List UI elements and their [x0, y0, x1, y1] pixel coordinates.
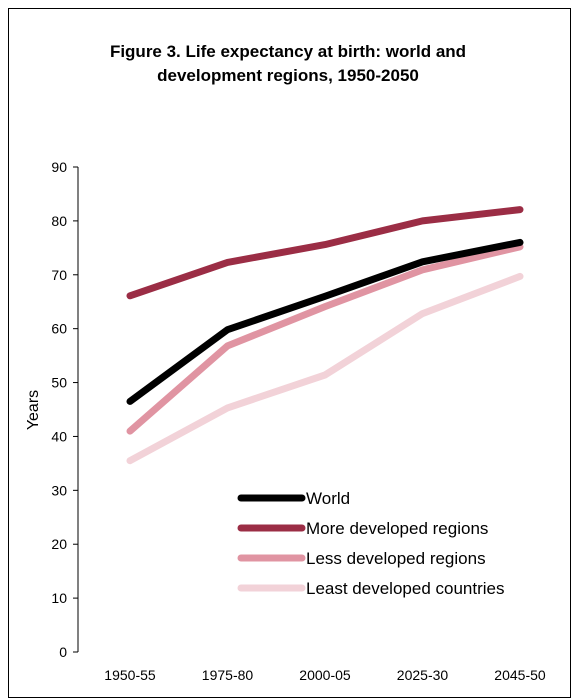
- chart-title-line-1: Figure 3. Life expectancy at birth: worl…: [109, 42, 467, 61]
- y-tick-label: 30: [51, 482, 67, 498]
- x-tick-label: 1950-55: [104, 667, 156, 683]
- legend-label: Less developed regions: [306, 549, 486, 568]
- legend: World More developed regions Less develope…: [237, 489, 504, 598]
- y-axis-label: Years: [25, 390, 42, 430]
- series-lines: [126, 206, 524, 465]
- x-axis-ticks: 1950-55 1975-80 2000-05 2025-30 2045-50: [104, 667, 546, 683]
- y-tick-label: 90: [51, 159, 67, 175]
- y-tick-label: 70: [51, 267, 67, 283]
- x-tick-label: 2000-05: [299, 667, 351, 683]
- x-tick-label: 2045-50: [494, 667, 546, 683]
- legend-label: More developed regions: [306, 519, 488, 538]
- series-line-less-developed-regions: [126, 243, 524, 435]
- legend-label: World: [306, 489, 350, 508]
- y-tick-label: 20: [51, 536, 67, 552]
- y-tick-label: 50: [51, 375, 67, 391]
- series-line-more-developed-regions: [126, 206, 524, 300]
- y-tick-label: 60: [51, 321, 67, 337]
- y-axis-ticks: 0 10 20 30 40 50 60 70 80 90: [51, 159, 78, 660]
- x-tick-label: 1975-80: [202, 667, 254, 683]
- figure-frame: [8, 8, 571, 698]
- y-tick-label: 40: [51, 428, 67, 444]
- chart-title-line-2: development regions, 1950-2050: [157, 66, 419, 85]
- legend-label: Least developed countries: [306, 579, 504, 598]
- x-tick-label: 2025-30: [397, 667, 449, 683]
- y-tick-label: 10: [51, 590, 67, 606]
- y-tick-label: 80: [51, 213, 67, 229]
- series-line-world: [126, 238, 524, 405]
- series-line-least-developed-countries: [126, 272, 524, 465]
- chart-title: Figure 3. Life expectancy at birth: worl…: [0, 40, 576, 88]
- y-tick-label: 0: [59, 644, 67, 660]
